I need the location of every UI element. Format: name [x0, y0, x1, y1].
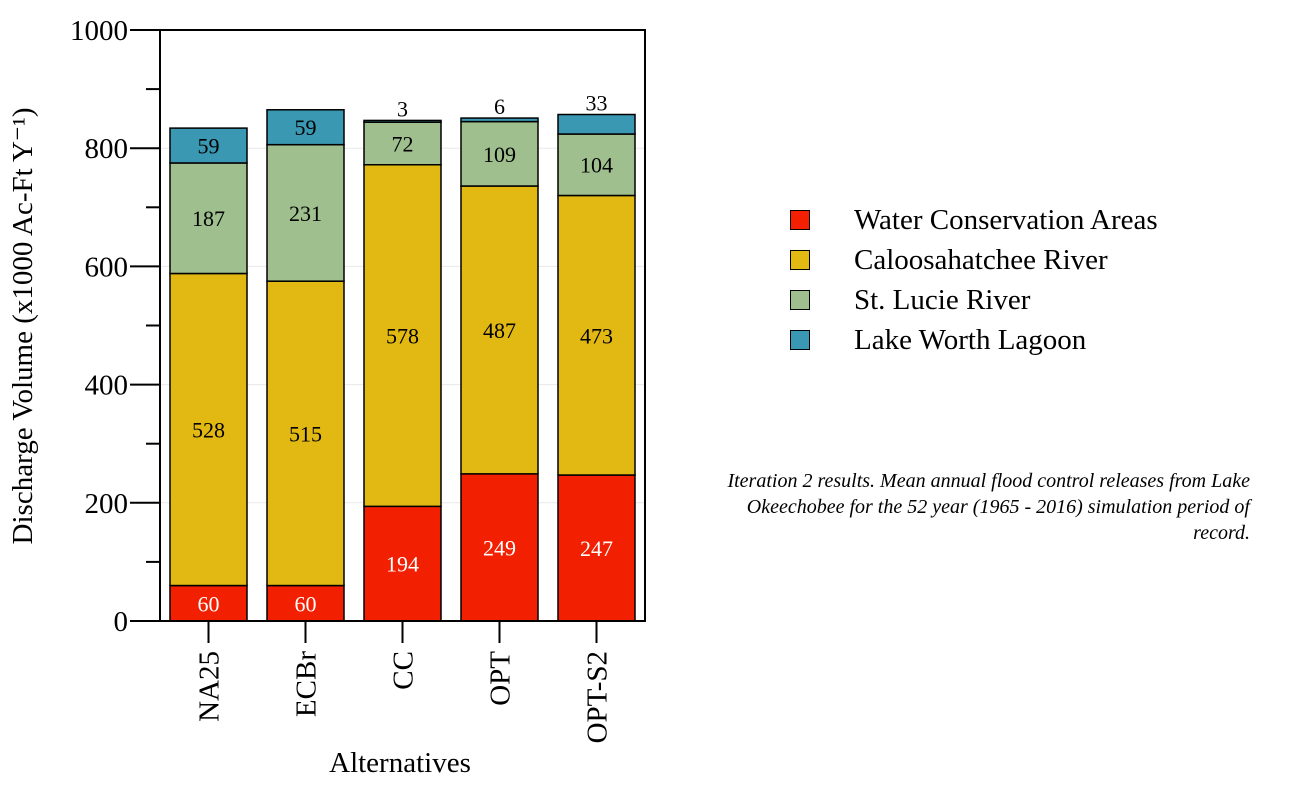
- bar-segment: [266, 143, 345, 282]
- bar-segment: [460, 185, 539, 475]
- x-tick-label: OPT-S2: [582, 651, 614, 743]
- bar-segment: [557, 474, 636, 622]
- bar-segment: [169, 272, 248, 587]
- data-label: 231: [289, 201, 322, 226]
- data-label: 578: [386, 324, 419, 349]
- legend-label-st-lucie: St. Lucie River: [854, 283, 1031, 316]
- data-label: 72: [392, 131, 414, 156]
- x-tick-label: NA25: [194, 651, 226, 722]
- data-label: 249: [483, 535, 516, 560]
- legend-item-st-lucie: St. Lucie River: [790, 280, 1158, 320]
- data-label: 33: [586, 91, 608, 116]
- legend-label-wca: Water Conservation Areas: [854, 203, 1158, 236]
- y-tick-label: 600: [85, 251, 129, 283]
- legend-label-lake-worth: Lake Worth Lagoon: [854, 323, 1087, 356]
- data-label: 3: [397, 96, 408, 121]
- legend-label-caloosahatchee: Caloosahatchee River: [854, 243, 1108, 276]
- bar-segment: [460, 117, 539, 123]
- y-tick-label: 800: [85, 133, 129, 165]
- bar-segment: [363, 119, 442, 123]
- legend: Water Conservation Areas Caloosahatchee …: [790, 200, 1158, 360]
- data-label: 59: [295, 115, 317, 140]
- legend-item-lake-worth: Lake Worth Lagoon: [790, 320, 1158, 360]
- data-label: 59: [198, 134, 220, 159]
- data-label: 247: [580, 536, 613, 561]
- x-axis: NA25 ECBr CC OPT OPT-S2: [194, 621, 614, 743]
- data-label: 473: [580, 323, 613, 348]
- bar-segment: [266, 280, 345, 587]
- legend-item-caloosahatchee: Caloosahatchee River: [790, 240, 1158, 280]
- y-axis: 0 200 400 600 800 1000: [70, 15, 160, 638]
- bar-segment: [460, 473, 539, 622]
- bar-segment: [169, 584, 248, 622]
- x-axis-title: Alternatives: [329, 747, 471, 779]
- legend-swatch-st-lucie: [790, 290, 810, 310]
- legend-swatch-lake-worth: [790, 330, 810, 350]
- legend-swatch-caloosahatchee: [790, 250, 810, 270]
- data-labels: 60 528 187 59 60 515 231 59 194 578 72 3 249 487 109 6 2…: [192, 91, 613, 617]
- data-label: 187: [192, 206, 225, 231]
- data-label: 6: [494, 94, 505, 119]
- chart-annotation: Iteration 2 results. Mean annual flood c…: [727, 470, 1250, 544]
- data-label: 487: [483, 318, 516, 343]
- bar-segment: [169, 127, 248, 164]
- bar-segment: [557, 194, 636, 476]
- bar-segment: [266, 584, 345, 622]
- x-tick-label: OPT: [485, 651, 517, 706]
- data-label: 528: [192, 418, 225, 443]
- y-tick-label: 0: [114, 606, 129, 638]
- y-axis-title: Discharge Volume (x1000 Ac-Ft Y⁻¹): [7, 108, 39, 545]
- bar-segment: [363, 505, 442, 622]
- data-label: 109: [483, 142, 516, 167]
- data-label: 194: [386, 552, 419, 577]
- x-tick-label: CC: [388, 651, 420, 690]
- y-tick-label: 1000: [70, 15, 128, 47]
- y-tick-label: 200: [85, 488, 129, 520]
- data-label: 60: [295, 591, 317, 616]
- legend-item-wca: Water Conservation Areas: [790, 200, 1158, 240]
- data-label: 515: [289, 421, 322, 446]
- bars: [169, 109, 636, 622]
- bar-segment: [363, 121, 442, 166]
- y-tick-label: 400: [85, 370, 129, 402]
- legend-swatch-wca: [790, 210, 810, 230]
- data-label: 104: [580, 153, 613, 178]
- bar-segment: [557, 133, 636, 197]
- x-tick-label: ECBr: [291, 651, 323, 717]
- bar-segment: [266, 109, 345, 146]
- data-label: 60: [198, 591, 220, 616]
- bar-segment: [460, 120, 539, 187]
- bar-segment: [557, 113, 636, 135]
